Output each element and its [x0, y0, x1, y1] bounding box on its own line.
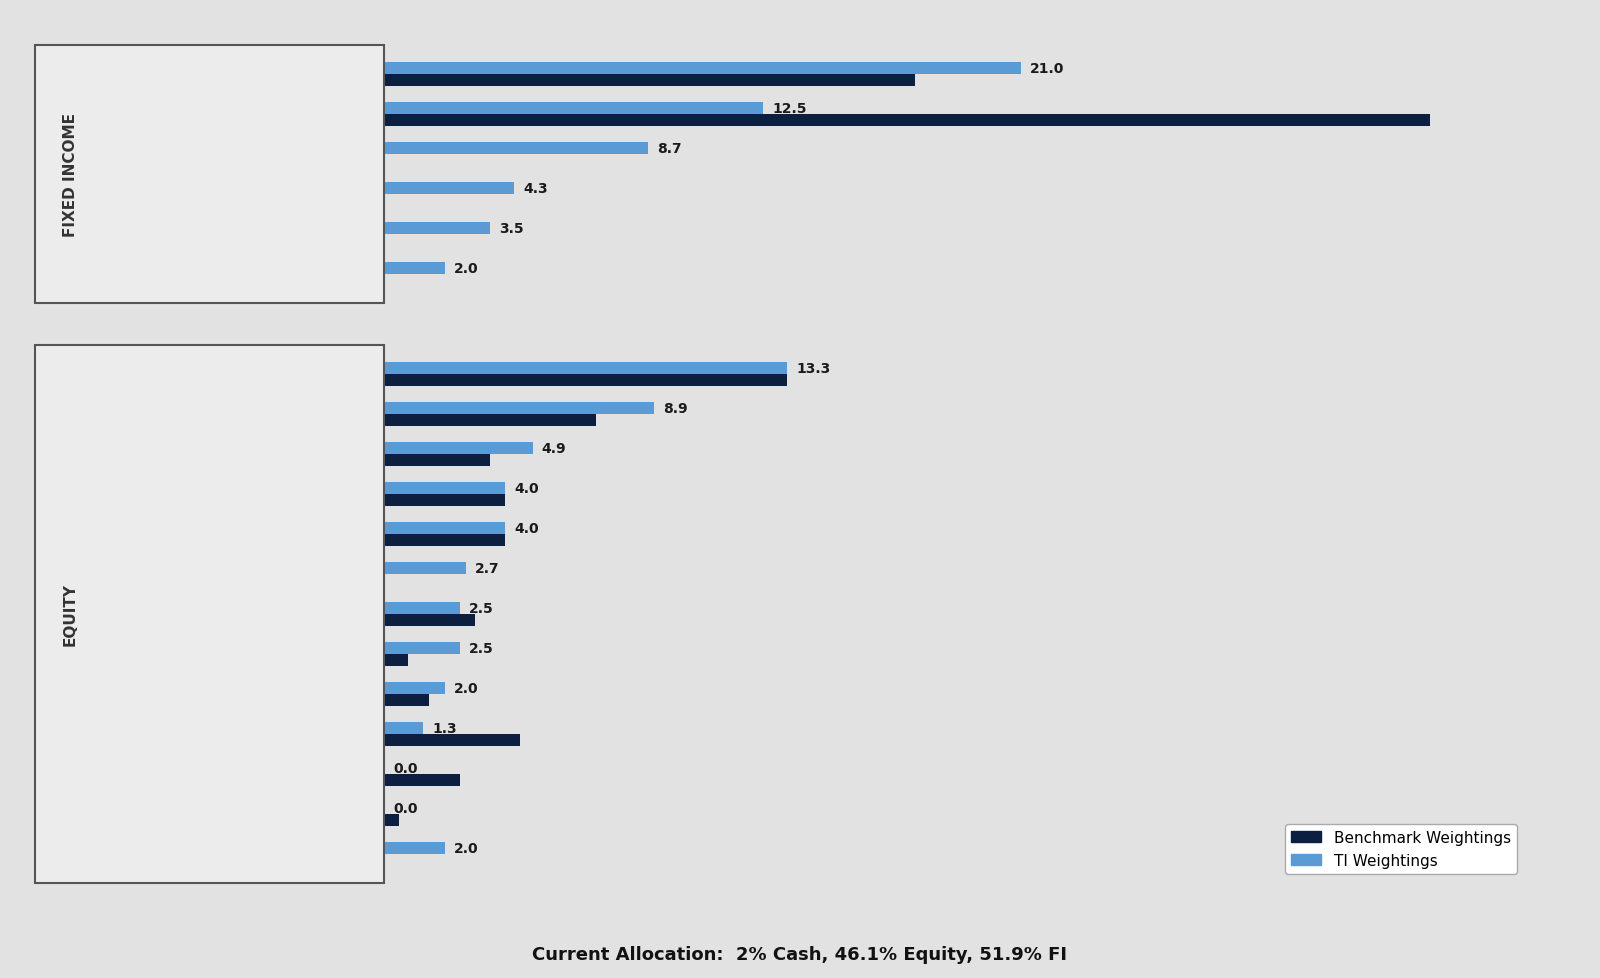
Bar — [384, 375, 787, 386]
Bar — [384, 814, 398, 826]
Bar — [384, 415, 597, 426]
Bar — [384, 363, 787, 375]
Bar — [384, 482, 506, 495]
Bar — [384, 534, 506, 547]
Text: FIXED INCOME: FIXED INCOME — [62, 113, 78, 237]
Bar — [384, 522, 506, 534]
Text: 21.0: 21.0 — [1030, 62, 1064, 76]
Bar — [384, 683, 445, 694]
Bar — [384, 775, 459, 786]
Text: 0.0: 0.0 — [394, 761, 418, 776]
Text: 4.3: 4.3 — [523, 182, 549, 196]
Text: 13.3: 13.3 — [797, 362, 830, 376]
Text: 8.7: 8.7 — [658, 142, 682, 156]
Text: 8.9: 8.9 — [662, 402, 688, 416]
Text: 4.9: 4.9 — [542, 442, 566, 456]
Bar — [384, 403, 654, 415]
Text: 1.3: 1.3 — [432, 721, 458, 735]
Bar — [384, 455, 490, 467]
Bar — [384, 103, 763, 115]
Legend: Benchmark Weightings, TI Weightings: Benchmark Weightings, TI Weightings — [1285, 824, 1517, 873]
Text: 2.0: 2.0 — [454, 682, 478, 695]
Text: 4.0: 4.0 — [514, 481, 539, 496]
Bar — [384, 75, 915, 87]
Text: EQUITY: EQUITY — [62, 583, 78, 645]
Bar — [384, 263, 445, 275]
Text: 2.0: 2.0 — [454, 841, 478, 855]
Bar — [384, 64, 1021, 75]
Text: 2.7: 2.7 — [475, 561, 499, 575]
Text: 2.0: 2.0 — [454, 262, 478, 276]
Bar — [384, 443, 533, 455]
Bar — [384, 495, 506, 507]
Bar — [384, 654, 408, 666]
Bar — [384, 734, 520, 746]
Bar — [384, 143, 648, 155]
Text: 2.5: 2.5 — [469, 601, 494, 615]
Bar — [384, 694, 429, 706]
Bar — [384, 614, 475, 626]
Text: Current Allocation:  2% Cash, 46.1% Equity, 51.9% FI: Current Allocation: 2% Cash, 46.1% Equit… — [533, 946, 1067, 963]
Text: 4.0: 4.0 — [514, 521, 539, 536]
Bar — [384, 643, 459, 654]
Bar — [384, 183, 514, 195]
Bar — [384, 842, 445, 854]
Bar — [384, 602, 459, 614]
Bar — [384, 115, 1430, 127]
Text: 0.0: 0.0 — [394, 801, 418, 815]
Text: 2.5: 2.5 — [469, 642, 494, 655]
Text: 3.5: 3.5 — [499, 222, 523, 236]
Bar — [384, 722, 424, 734]
Bar — [384, 223, 490, 235]
Text: 12.5: 12.5 — [773, 102, 806, 116]
Bar — [384, 562, 466, 574]
